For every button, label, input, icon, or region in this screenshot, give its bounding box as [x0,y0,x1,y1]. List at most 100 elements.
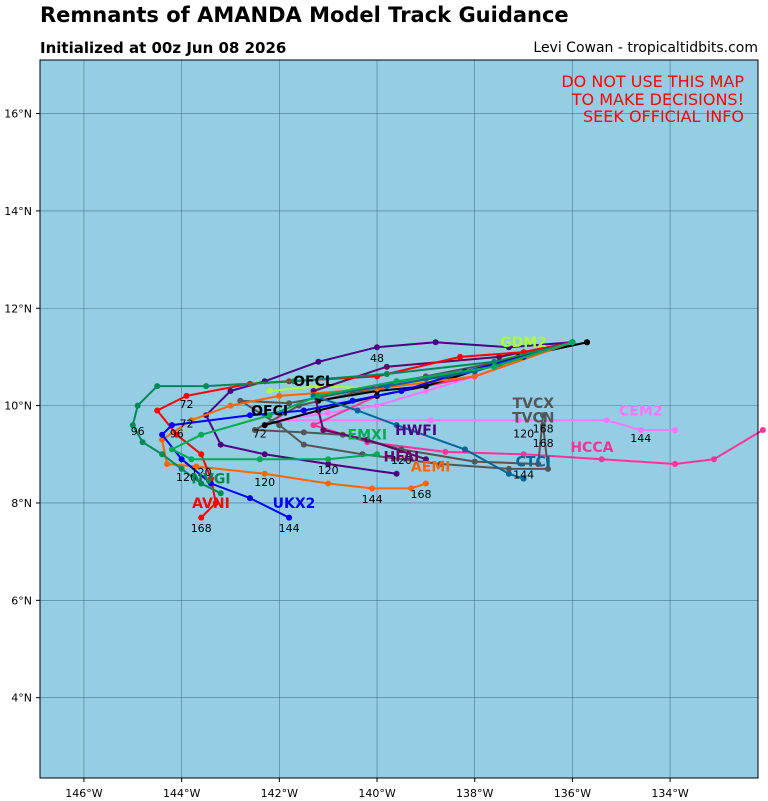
track-point-ukx2 [398,388,405,394]
track-point-aemi [227,402,234,409]
track-point-cem2 [515,417,522,424]
lat-tick-label: 14°N [4,205,32,218]
track-point-hfai [422,456,429,463]
model-label-aemi: AEMI [411,459,451,475]
track-point-avni [183,392,190,399]
warning-line-2: TO MAKE DECISIONS! [571,90,744,109]
model-label-avni: AVNI [192,496,230,512]
track-point-hwfi [261,451,268,458]
track-point-ofci [584,339,590,346]
lat-tick-label: 6°N [11,594,32,607]
track-point-tvcx [276,422,283,429]
track-point-avni [154,407,161,414]
forecast-hour-label: 72 [180,418,194,431]
track-point-hwfi [217,441,224,448]
warning-text: DO NOT USE THIS MAP TO MAKE DECISIONS! S… [561,72,744,126]
track-point-emxi [198,431,205,438]
forecast-hour-label: 120 [513,427,534,440]
track-point-nvgi [139,439,146,446]
track-point-avni [198,514,205,521]
track-point-hwfi [393,470,400,477]
track-point-hwfi [432,339,439,346]
lon-tick-label: 134°W [651,787,688,800]
track-point-ctci [461,446,468,453]
track-point-avni [173,431,180,438]
track-point-ukx2 [178,456,185,463]
model-label-tvcx: TVCX [513,396,555,412]
track-point-ukx2 [247,495,253,502]
model-labels: GDM2144CEM2HCCA168TVCX168120TVCNOFCL72OF… [131,335,663,535]
track-point-cem2 [603,417,610,424]
track-point-ukx2 [208,480,214,487]
track-point-cem2 [374,402,380,409]
track-point-gdm2 [315,383,322,390]
forecast-hour-label: 120 [254,476,275,489]
track-point-hcca [520,451,527,458]
track-point-cem2 [325,409,332,416]
track-point-nvgi [491,358,498,365]
track-point-cem2 [422,388,429,394]
track-point-avni [198,451,205,458]
forecast-hour-label: 120 [318,464,339,477]
model-label-gdm2: GDM2 [500,335,547,351]
track-point-avni [457,353,464,360]
track-point-cem2 [637,427,644,433]
model-label-emxi: EMXI [348,428,388,444]
track-point-hfai [496,353,503,360]
track-point-avni [208,475,214,482]
model-label-tvcn: TVCN [512,411,554,427]
init-time: Initialized at 00z Jun 08 2026 [40,39,287,57]
lon-tick-label: 146°W [65,787,102,800]
track-point-tvcn [471,458,478,465]
track-point-ukx2 [349,397,356,404]
forecast-hour-label: 120 [176,471,197,484]
track-point-ctci [354,407,361,414]
track-point-hcca [598,456,605,463]
lat-tick-label: 16°N [4,108,32,121]
track-point-aemi [369,485,376,492]
track-point-aemi [408,485,415,492]
forecast-hour-label: 168 [191,522,212,535]
track-point-cem2 [672,427,678,433]
track-point-nvgi [159,451,166,458]
track-point-hfai [364,436,371,443]
track-point-emxi [266,412,273,419]
forecast-hour-label: 168 [533,422,554,435]
axis-ticks: 146°W 144°W 142°W 140°W 138°W 136°W 134°W 4°N 6°… [4,108,689,800]
track-point-nvgi [383,371,390,377]
model-label-hfai: HFAI [384,450,420,466]
model-label-cem2: CEM2 [619,403,663,419]
track-point-nvgi [291,378,297,385]
forecast-hour-label: 168 [533,437,554,450]
forecast-hour-label: 48 [370,352,384,365]
forecast-hour-label: 72 [253,427,267,440]
model-label-nvgi: NVGI [191,472,230,488]
track-point-aemi [422,480,429,487]
lat-tick-label: 4°N [11,692,32,705]
ocean-background [40,60,758,778]
forecast-hour-label: 72 [180,398,194,411]
track-point-tvcx [237,397,244,404]
model-label-ukx2: UKX2 [273,496,316,512]
track-point-emxi [315,392,322,399]
track-point-hwfi [325,461,332,467]
track-point-hfai [383,363,390,370]
forecast-hour-label: 144 [362,493,383,506]
track-point-aemi [471,373,478,380]
track-point-ukx2 [159,431,166,438]
track-point-nvgi [217,490,224,497]
lat-tick-label: 8°N [11,497,32,510]
track-point-tvcn [251,427,258,433]
track-line-tvcn [253,341,573,465]
track-point-tvcx [437,461,444,467]
track-point-hwfi [227,388,234,394]
lon-tick-label: 144°W [163,787,200,800]
lon-tick-label: 142°W [261,787,298,800]
track-point-nvgi [129,422,136,429]
forecast-hour-label: 120 [191,466,212,479]
warning-line-1: DO NOT USE THIS MAP [561,72,744,91]
track-point-tvcx [545,465,551,472]
lat-tick-label: 12°N [4,302,32,315]
track-point-nvgi [178,465,185,472]
track-point-ofci [261,422,268,429]
